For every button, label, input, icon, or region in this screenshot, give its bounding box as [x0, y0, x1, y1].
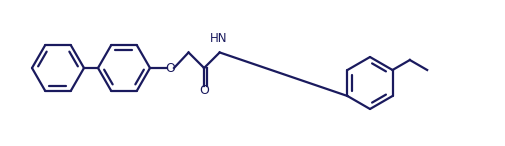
Text: O: O	[165, 61, 175, 74]
Text: HN: HN	[210, 32, 227, 45]
Text: O: O	[199, 85, 209, 98]
